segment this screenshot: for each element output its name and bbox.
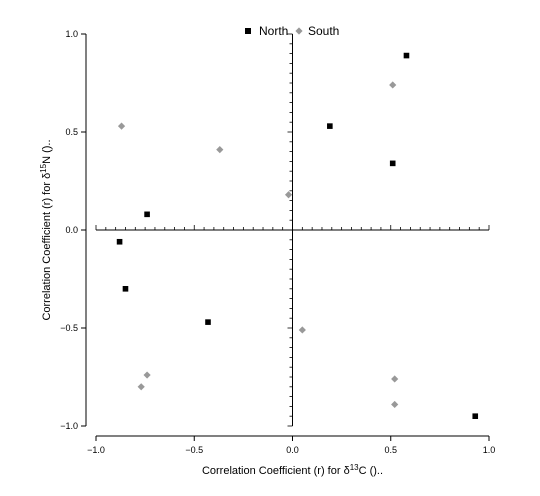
x-axis-label-post: C ().. bbox=[359, 465, 383, 477]
y-ticks: −1.0 −0.5 0.0 0.5 1.0 bbox=[60, 29, 86, 431]
x-tick-label: 0.5 bbox=[384, 445, 397, 455]
point-south bbox=[216, 146, 224, 154]
x-tick-label: −0.5 bbox=[185, 445, 203, 455]
x-tick-label: −1.0 bbox=[87, 445, 105, 455]
point-north bbox=[327, 123, 333, 129]
point-north bbox=[122, 286, 129, 292]
data-points bbox=[116, 52, 479, 419]
point-north bbox=[389, 160, 396, 167]
legend-north-marker bbox=[245, 28, 251, 34]
point-north bbox=[472, 413, 479, 419]
point-south bbox=[389, 81, 397, 89]
y-axis-label-sup: 15 bbox=[39, 163, 48, 172]
point-south bbox=[298, 326, 306, 334]
point-north bbox=[205, 319, 211, 325]
x-axis-label-pre: Correlation Coefficient (r) for δ bbox=[202, 465, 350, 477]
y-tick-label: −1.0 bbox=[60, 421, 78, 431]
y-axis-label: Correlation Coefficient (r) for δ15N ().… bbox=[39, 139, 54, 320]
y-axis-label-post: N ().. bbox=[41, 139, 53, 163]
legend-south-marker bbox=[295, 27, 303, 35]
point-north bbox=[403, 52, 410, 59]
x-ticks: −1.0 −0.5 0.0 0.5 1.0 bbox=[87, 436, 495, 455]
point-south bbox=[391, 400, 399, 409]
x-tick-label: 0.0 bbox=[286, 445, 299, 455]
y-tick-label: −0.5 bbox=[60, 323, 78, 333]
point-south bbox=[143, 371, 151, 379]
point-south bbox=[284, 191, 293, 199]
zero-axes bbox=[95, 33, 490, 427]
y-tick-label: 0.5 bbox=[65, 127, 78, 137]
point-south bbox=[137, 383, 145, 391]
x-axis-label-sup: 13 bbox=[350, 463, 359, 472]
y-tick-label: 0.0 bbox=[65, 225, 78, 235]
y-axis-label-pre: Correlation Coefficient (r) for δ bbox=[41, 173, 53, 321]
x-axis-label: Correlation Coefficient (r) for δ13C ().… bbox=[202, 463, 383, 478]
point-south bbox=[117, 122, 126, 130]
point-north bbox=[144, 211, 150, 218]
legend-north-label: North bbox=[259, 24, 288, 38]
legend-south-label: South bbox=[308, 24, 339, 38]
y-tick-label: 1.0 bbox=[65, 29, 78, 39]
point-north bbox=[116, 238, 123, 245]
x-tick-label: 1.0 bbox=[483, 445, 496, 455]
legend: North South bbox=[245, 24, 339, 38]
point-south bbox=[391, 375, 399, 383]
